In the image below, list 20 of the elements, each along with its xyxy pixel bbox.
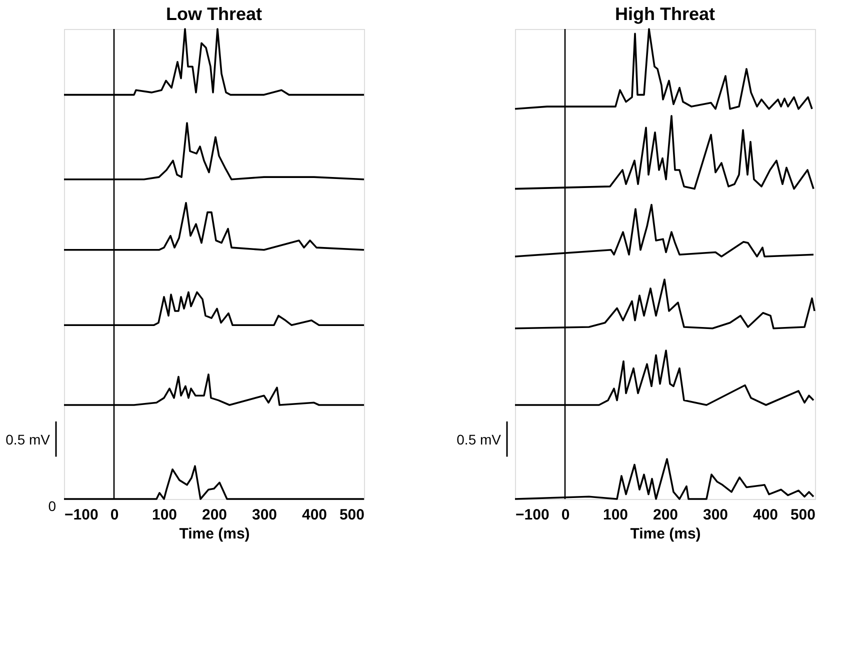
x-tick-label: 400: [302, 506, 328, 524]
x-tick-label: 300: [252, 506, 278, 524]
text: 0.5 mV: [456, 431, 502, 448]
x-tick-label: −100: [64, 506, 98, 524]
x-tick-label: 500: [339, 506, 364, 524]
x-axis-title: Time (ms): [179, 526, 250, 542]
x-tick-label: 0: [561, 506, 570, 524]
x-axis-title: Time (ms): [630, 526, 701, 542]
x-tick-label: 100: [602, 506, 628, 524]
x-tick-label: 200: [202, 506, 228, 524]
x-tick-label: 500: [790, 506, 816, 524]
x-tick-label: 0: [110, 506, 119, 524]
chart-title: Low Threat: [166, 4, 262, 24]
x-tick-label: 100: [152, 506, 178, 524]
x-tick-label: −100: [516, 506, 550, 524]
x-tick-label: 400: [752, 506, 778, 524]
chart-title: High Threat: [614, 4, 716, 24]
text: 0.5 mV: [6, 431, 51, 448]
x-tick-label: 200: [652, 506, 678, 524]
x-tick-label: 300: [702, 506, 728, 524]
